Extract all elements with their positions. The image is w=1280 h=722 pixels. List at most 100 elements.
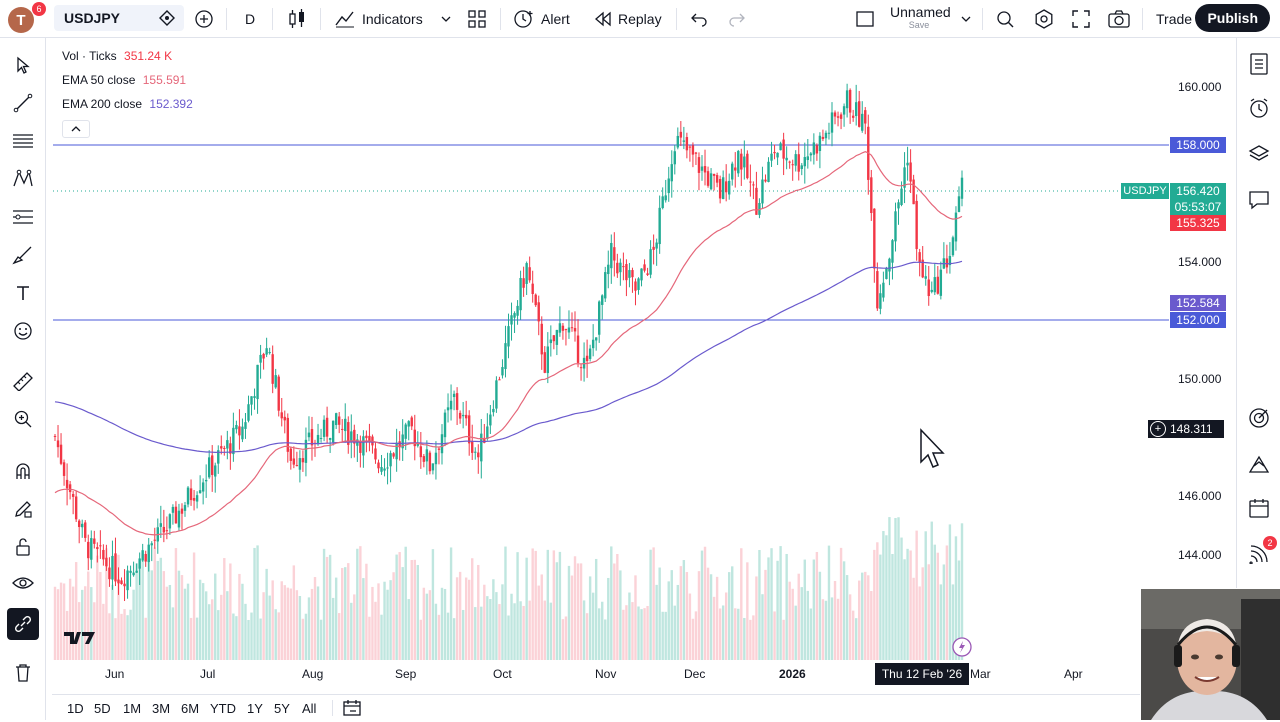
candle-body[interactable] xyxy=(108,567,111,580)
candle-body[interactable] xyxy=(235,425,238,430)
candle-body[interactable] xyxy=(265,348,268,355)
ema200-line[interactable] xyxy=(54,260,963,454)
ema50-legend[interactable]: EMA 50 close 155.591 xyxy=(62,73,186,87)
candle-body[interactable] xyxy=(274,375,277,388)
candle-body[interactable] xyxy=(652,246,655,250)
candle-body[interactable] xyxy=(461,414,465,417)
candle-body[interactable] xyxy=(649,249,652,275)
candle-body[interactable] xyxy=(570,327,574,329)
candle-body[interactable] xyxy=(304,439,308,463)
candle-body[interactable] xyxy=(861,113,864,131)
alarm-clock-icon[interactable] xyxy=(1243,92,1275,124)
candle-body[interactable] xyxy=(504,343,507,370)
candle-body[interactable] xyxy=(334,413,338,425)
candle-body[interactable] xyxy=(232,427,235,455)
candle-body[interactable] xyxy=(709,173,713,190)
avatar[interactable]: T xyxy=(8,7,34,33)
trend-line-icon[interactable] xyxy=(7,88,39,118)
candle-body[interactable] xyxy=(374,448,377,460)
candle-body[interactable] xyxy=(797,154,800,172)
candle-body[interactable] xyxy=(879,293,882,309)
candle-body[interactable] xyxy=(62,462,66,476)
candle-body[interactable] xyxy=(341,428,344,430)
candle-body[interactable] xyxy=(207,457,211,478)
candle-body[interactable] xyxy=(477,452,480,458)
indicators-button[interactable]: Indicators xyxy=(334,4,423,34)
volume-legend[interactable]: Vol · Ticks 351.24 K xyxy=(62,49,172,63)
candle-body[interactable] xyxy=(268,352,271,354)
candle-body[interactable] xyxy=(192,497,196,501)
candle-body[interactable] xyxy=(422,456,426,462)
trash-icon[interactable] xyxy=(7,658,39,688)
candle-body[interactable] xyxy=(743,156,746,168)
publish-button[interactable]: Publish xyxy=(1195,4,1270,32)
candle-body[interactable] xyxy=(712,173,716,176)
candle-body[interactable] xyxy=(549,339,553,344)
candle-body[interactable] xyxy=(909,162,912,182)
candle-body[interactable] xyxy=(126,570,129,591)
candle-body[interactable] xyxy=(250,396,253,405)
symbol-search[interactable]: USDJPY xyxy=(54,5,184,31)
candle-body[interactable] xyxy=(782,139,785,159)
symbol-name[interactable]: USDJPY xyxy=(64,10,121,26)
candle-body[interactable] xyxy=(53,435,57,437)
fullscreen-icon[interactable] xyxy=(1072,4,1090,34)
candle-body[interactable] xyxy=(331,420,335,443)
candle-body[interactable] xyxy=(601,295,604,305)
candle-body[interactable] xyxy=(839,114,843,119)
candle-body[interactable] xyxy=(117,579,120,584)
candle-body[interactable] xyxy=(211,455,214,475)
candle-body[interactable] xyxy=(598,301,601,335)
candle-body[interactable] xyxy=(579,367,583,369)
zoom-icon[interactable] xyxy=(7,404,39,434)
candle-body[interactable] xyxy=(229,443,232,454)
range-6m[interactable]: 6M xyxy=(181,701,200,716)
candle-body[interactable] xyxy=(198,490,202,494)
candle-body[interactable] xyxy=(610,242,613,269)
candles-style-icon[interactable] xyxy=(288,4,306,34)
candle-body[interactable] xyxy=(56,440,60,448)
candle-body[interactable] xyxy=(328,437,332,440)
candle-body[interactable] xyxy=(897,202,900,209)
candle-body[interactable] xyxy=(885,267,888,279)
candle-body[interactable] xyxy=(588,348,592,359)
support-price-label[interactable]: 152.000 xyxy=(1170,312,1226,328)
brush-icon[interactable] xyxy=(7,240,39,270)
candle-body[interactable] xyxy=(280,412,283,419)
candle-body[interactable] xyxy=(791,164,794,166)
candle-body[interactable] xyxy=(295,465,299,467)
candle-body[interactable] xyxy=(540,323,543,355)
candle-body[interactable] xyxy=(746,153,749,179)
candle-body[interactable] xyxy=(507,326,510,347)
candle-body[interactable] xyxy=(528,267,531,281)
candle-body[interactable] xyxy=(90,538,93,560)
candle-body[interactable] xyxy=(241,426,244,440)
trade-button[interactable]: Trade xyxy=(1156,11,1193,27)
candle-body[interactable] xyxy=(848,89,852,113)
candle-body[interactable] xyxy=(413,429,416,447)
candle-body[interactable] xyxy=(900,188,903,205)
candle-body[interactable] xyxy=(833,112,837,117)
candle-body[interactable] xyxy=(960,177,964,199)
candle-body[interactable] xyxy=(824,132,828,139)
candle-body[interactable] xyxy=(380,467,383,472)
candle-body[interactable] xyxy=(368,435,371,441)
candle-body[interactable] xyxy=(622,266,625,268)
candle-body[interactable] xyxy=(721,177,725,200)
candle-body[interactable] xyxy=(431,463,435,471)
candle-body[interactable] xyxy=(247,404,250,421)
candle-body[interactable] xyxy=(573,328,577,332)
candle-body[interactable] xyxy=(238,426,241,436)
range-all[interactable]: All xyxy=(302,701,317,716)
candle-body[interactable] xyxy=(141,550,144,561)
candle-body[interactable] xyxy=(416,443,419,446)
candle-body[interactable] xyxy=(915,200,918,250)
candle-body[interactable] xyxy=(253,396,256,398)
candle-body[interactable] xyxy=(827,132,831,134)
candle-body[interactable] xyxy=(682,140,686,142)
candle-body[interactable] xyxy=(437,448,441,450)
candle-body[interactable] xyxy=(655,242,658,249)
candle-body[interactable] xyxy=(310,429,314,446)
candle-body[interactable] xyxy=(643,264,646,271)
candle-body[interactable] xyxy=(501,367,504,376)
